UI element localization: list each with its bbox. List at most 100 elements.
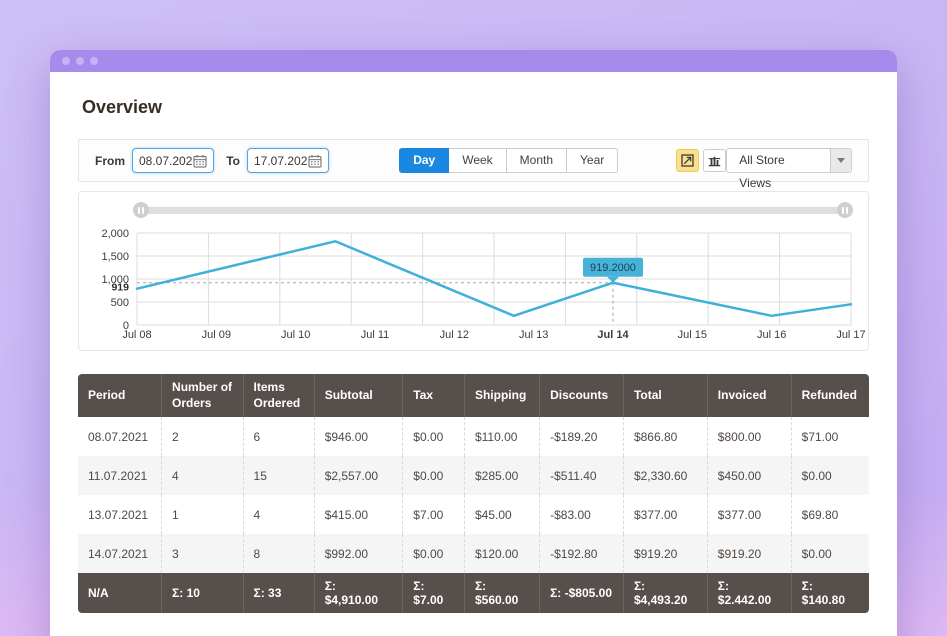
table-cell: -$511.40 xyxy=(539,456,623,496)
column-header: Items Ordered xyxy=(242,374,314,418)
slider-handle-left[interactable] xyxy=(133,202,149,218)
calendar-icon[interactable] xyxy=(193,154,207,168)
table-cell: $45.00 xyxy=(463,495,540,535)
table-cell: $377.00 xyxy=(706,495,791,535)
table-cell: $7.00 xyxy=(402,495,464,535)
window-dot[interactable] xyxy=(76,57,84,65)
period-tab-day[interactable]: Day xyxy=(399,148,450,173)
table-cell: $800.00 xyxy=(706,417,791,457)
table-cell: 3 xyxy=(161,534,243,574)
slider-handle-right[interactable] xyxy=(837,202,853,218)
table-cell: 14.07.2021 xyxy=(78,534,162,574)
table-cell: -$189.20 xyxy=(539,417,623,457)
app-window: Overview From To xyxy=(50,50,897,636)
svg-text:Jul 08: Jul 08 xyxy=(122,329,151,341)
store-view-dropdown-button[interactable] xyxy=(829,149,851,172)
window-dot[interactable] xyxy=(90,57,98,65)
table-body: 08.07.2021 2 6 $946.00 $0.00 $110.00 -$189.20 $… xyxy=(78,417,869,574)
svg-text:500: 500 xyxy=(111,297,129,309)
store-view-selector[interactable]: All Store Views xyxy=(726,148,852,190)
table-row: 13.07.2021 1 4 $415.00 $7.00 $45.00 -$83.00 $37… xyxy=(78,495,869,535)
period-tab-year[interactable]: Year xyxy=(567,148,619,173)
table-cell: -$192.80 xyxy=(539,534,623,574)
orders-chart: 0 500 1,000 1,500 2,000 919 Jul 08 Jul 09 Jul 10… xyxy=(101,228,865,341)
totals-cell: Σ: -$805.00 xyxy=(539,573,623,614)
table-totals: N/A Σ: 10 Σ: 33 Σ: $4,910.00 Σ: $7.00 Σ: $560… xyxy=(78,573,869,614)
totals-cell: Σ: $2.442.00 xyxy=(706,573,791,614)
table-cell: $2,557.00 xyxy=(313,456,403,496)
bar-chart-icon xyxy=(709,156,721,167)
totals-cell: N/A xyxy=(78,573,162,614)
marker-axis-label: 919 xyxy=(111,282,129,294)
period-tab-week[interactable]: Week xyxy=(449,148,507,173)
totals-cell: Σ: $4,493.20 xyxy=(622,573,707,614)
chart-panel: 0 500 1,000 1,500 2,000 919 Jul 08 Jul 09 Jul 10… xyxy=(78,191,869,351)
table-row: 14.07.2021 3 8 $992.00 $0.00 $120.00 -$192.80 $… xyxy=(78,534,869,574)
svg-text:2,000: 2,000 xyxy=(101,228,129,240)
svg-text:1,500: 1,500 xyxy=(101,251,129,263)
chart-type-switcher xyxy=(676,149,727,172)
svg-text:Jul 12: Jul 12 xyxy=(440,329,469,341)
table-cell: 08.07.2021 xyxy=(78,417,162,457)
slider-track[interactable] xyxy=(141,207,845,214)
column-header: Refunded xyxy=(790,374,869,418)
table-cell: $992.00 xyxy=(313,534,403,574)
table-cell: 8 xyxy=(242,534,314,574)
svg-text:Jul 16: Jul 16 xyxy=(757,329,786,341)
totals-cell: Σ: 10 xyxy=(161,573,243,614)
svg-text:Jul 11: Jul 11 xyxy=(361,329,390,341)
window-dot[interactable] xyxy=(62,57,70,65)
svg-text:Jul 15: Jul 15 xyxy=(678,329,707,341)
bar-chart-toggle-button[interactable] xyxy=(703,149,727,172)
table-cell: $377.00 xyxy=(622,495,707,535)
y-axis: 0 500 1,000 1,500 2,000 919 xyxy=(101,228,129,332)
from-date-input[interactable] xyxy=(133,153,193,168)
table-cell: 6 xyxy=(242,417,314,457)
line-chart-toggle-button[interactable] xyxy=(676,149,700,172)
table-cell: 15 xyxy=(242,456,314,496)
table-cell: 4 xyxy=(242,495,314,535)
table-cell: $919.20 xyxy=(622,534,707,574)
totals-cell: Σ: $140.80 xyxy=(790,573,869,614)
chart-range-slider xyxy=(133,202,853,218)
table-cell: $415.00 xyxy=(313,495,403,535)
calendar-icon[interactable] xyxy=(308,154,322,168)
table-cell: 13.07.2021 xyxy=(78,495,162,535)
svg-text:0: 0 xyxy=(123,320,129,332)
column-header: Total xyxy=(622,374,707,418)
totals-cell: Σ: 33 xyxy=(242,573,314,614)
to-date-field xyxy=(246,148,330,173)
marker-crosshair xyxy=(137,282,614,325)
svg-text:Jul 10: Jul 10 xyxy=(281,329,310,341)
column-header: Shipping xyxy=(463,374,540,418)
svg-text:Jul 14: Jul 14 xyxy=(597,329,629,341)
store-view-value: All Store Views xyxy=(739,153,785,190)
table-cell: $69.80 xyxy=(790,495,869,535)
series-line xyxy=(135,240,853,318)
table-cell: $71.00 xyxy=(790,417,869,457)
column-header: Subtotal xyxy=(313,374,403,418)
table-row: 08.07.2021 2 6 $946.00 $0.00 $110.00 -$189.20 $… xyxy=(78,417,869,457)
chart-tooltip: 919.2000 xyxy=(583,257,643,283)
table-row: 11.07.2021 4 15 $2,557.00 $0.00 $285.00 -$511.… xyxy=(78,456,869,496)
svg-text:Jul 17: Jul 17 xyxy=(836,329,865,341)
table-header: Period Number of Orders Items Ordered Subto… xyxy=(78,374,869,418)
totals-cell: Σ: $7.00 xyxy=(402,573,464,614)
table-cell: $2,330.60 xyxy=(622,456,707,496)
table-cell: $285.00 xyxy=(463,456,540,496)
period-tab-month[interactable]: Month xyxy=(506,148,568,173)
table-cell: -$83.00 xyxy=(539,495,623,535)
page-title: Overview xyxy=(82,97,163,117)
table-cell: 2 xyxy=(161,417,243,457)
table-cell: $450.00 xyxy=(706,456,791,496)
column-header: Discounts xyxy=(539,374,623,418)
x-axis: Jul 08 Jul 09 Jul 10 Jul 11 Jul 12 Jul 13 Jul … xyxy=(122,329,865,341)
filters-toolbar: From To xyxy=(78,139,869,190)
to-date-input[interactable] xyxy=(247,153,308,168)
svg-text:Jul 13: Jul 13 xyxy=(519,329,548,341)
svg-text:1,000: 1,000 xyxy=(101,274,129,286)
table-cell: $919.20 xyxy=(706,534,791,574)
window-titlebar xyxy=(50,50,897,72)
table-cell: 11.07.2021 xyxy=(78,456,162,496)
svg-text:Jul 09: Jul 09 xyxy=(202,329,231,341)
